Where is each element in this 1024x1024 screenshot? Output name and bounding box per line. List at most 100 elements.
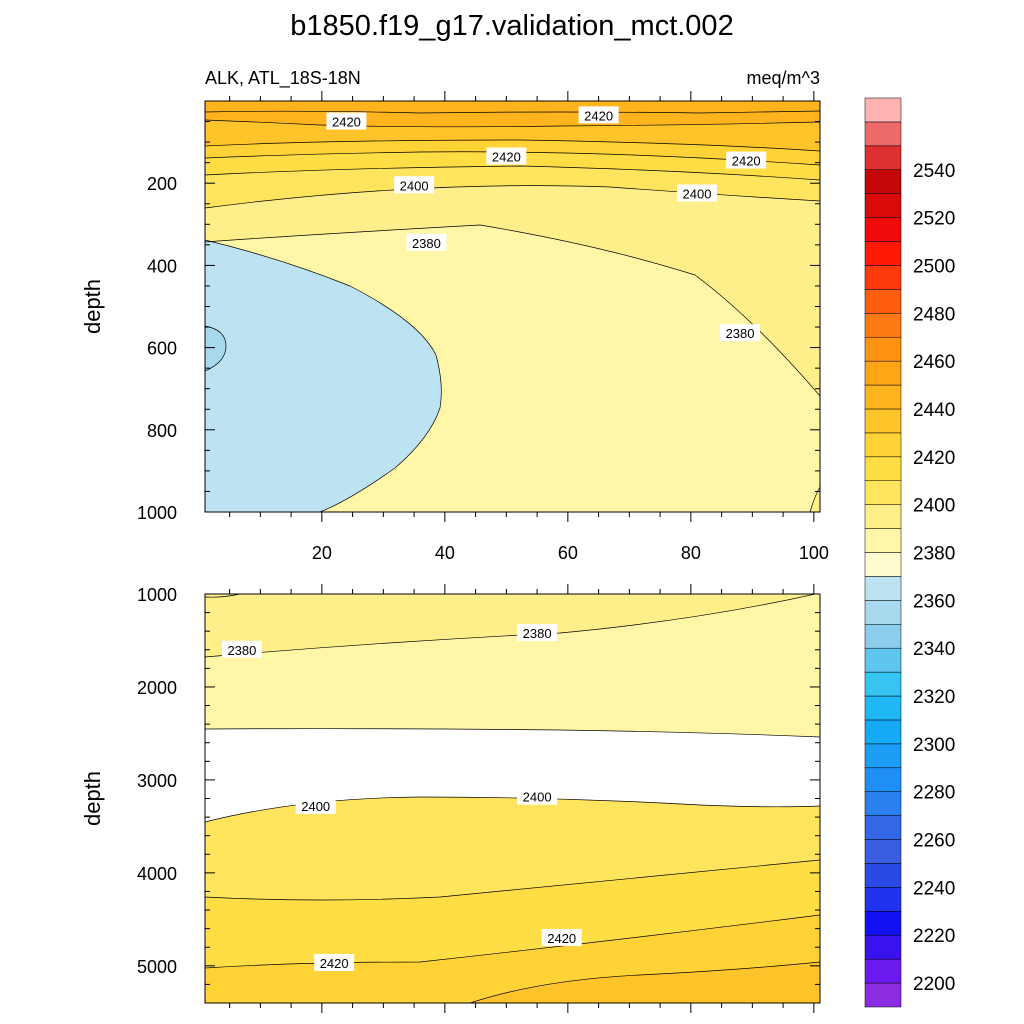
colorbar-box <box>864 169 902 194</box>
colorbar-label: 2200 <box>913 974 955 995</box>
colorbar-label: 2400 <box>913 496 955 517</box>
colorbar-label: 2420 <box>913 448 955 469</box>
y-tick-label: 800 <box>147 421 177 441</box>
colorbar-box <box>864 887 902 912</box>
colorbar-label: 2540 <box>913 161 955 182</box>
colorbar-box <box>864 528 902 553</box>
contour-line <box>205 110 820 114</box>
contour-line <box>205 151 820 166</box>
contour-label-bg <box>541 928 582 946</box>
colorbar-box <box>864 193 902 218</box>
contour-line <box>205 185 820 209</box>
colorbar-box <box>864 265 902 290</box>
contour-label: 2420 <box>326 112 367 130</box>
contour-label-text: 2400 <box>683 186 712 201</box>
contour-label: 2380 <box>406 233 447 251</box>
subtitle-left: ALK, ATL_18S-18N <box>205 68 361 89</box>
x-tick-label: 80 <box>681 543 701 563</box>
contour-line <box>205 859 820 901</box>
contour-label: 2380 <box>221 640 262 658</box>
colorbar-box <box>864 958 902 984</box>
colorbar-box <box>864 289 902 314</box>
colorbar-box <box>864 647 902 673</box>
colorbar-box <box>864 552 902 577</box>
contour-line <box>205 914 820 969</box>
contour-label-text: 2420 <box>732 154 761 169</box>
contour-line <box>205 325 227 372</box>
contour-line <box>205 119 820 128</box>
contour-label-bg <box>221 640 262 658</box>
contour-line <box>469 961 820 1003</box>
contour-line <box>205 139 820 152</box>
colorbar-box <box>864 241 902 266</box>
contour-label-bg <box>726 151 767 169</box>
contour-label: 2380 <box>517 624 558 642</box>
colorbar-label: 2500 <box>913 256 955 277</box>
y-tick-label: 2000 <box>137 678 177 698</box>
contour-label-bg <box>578 106 619 124</box>
x-tick-label: 40 <box>435 543 455 563</box>
y-tick-label: 1000 <box>137 585 177 605</box>
x-tick-label: 20 <box>312 543 332 563</box>
x-tick-label: 60 <box>558 543 578 563</box>
colorbar-box <box>864 313 902 338</box>
contour-label: 2420 <box>726 151 767 169</box>
contour-fill-region <box>205 594 820 657</box>
contour-label-bg <box>406 233 447 251</box>
colorbar-box <box>864 791 902 816</box>
colorbar-box <box>864 671 902 697</box>
colorbar-label: 2480 <box>913 304 955 325</box>
contour-fill-region <box>205 101 820 127</box>
contour-label-text: 2420 <box>320 956 349 971</box>
colorbar-box <box>864 911 902 936</box>
colorbar-label: 2440 <box>913 400 955 421</box>
colorbar-box <box>864 576 902 601</box>
colorbar-box <box>864 336 902 362</box>
contour-label-text: 2420 <box>332 115 361 130</box>
contour-line <box>205 165 820 181</box>
upper-panel: 200 400 600 800 1000 20 40 60 80 100 depth 2420 2420… <box>80 91 829 563</box>
contour-label: 2400 <box>394 176 435 194</box>
colorbar-box <box>864 839 902 864</box>
contour-fill-region <box>205 240 442 512</box>
colorbar-box <box>864 360 902 386</box>
contour-label-text: 2420 <box>584 108 613 123</box>
contour-label: 2400 <box>295 796 336 814</box>
contour-line <box>205 594 818 658</box>
contour-label-bg <box>720 324 761 342</box>
colorbar-box <box>864 624 902 649</box>
y-tick-label: 1000 <box>137 503 177 523</box>
colorbar-box <box>864 480 902 505</box>
contour-label: 2400 <box>517 787 558 805</box>
contour-fill-region <box>205 101 820 512</box>
colorbar-box <box>864 600 902 625</box>
chart-title: b1850.f19_g17.validation_mct.002 <box>290 10 733 42</box>
contour-label-text: 2420 <box>547 931 576 946</box>
contour-label-bg <box>486 147 527 165</box>
contour-label-bg <box>517 624 558 642</box>
contour-fills <box>205 594 820 1003</box>
colorbar-label: 2460 <box>913 352 955 373</box>
contour-label-text: 2400 <box>301 799 330 814</box>
colorbar-label: 2360 <box>913 591 955 612</box>
y-tick-label: 4000 <box>137 864 177 884</box>
colorbar-box <box>864 456 902 481</box>
colorbar-box <box>864 504 902 529</box>
lower-panel: 1000 2000 3000 4000 5000 depth 2380 2380 2400 240… <box>80 584 821 1013</box>
colorbar-box <box>864 695 902 721</box>
contour-label-text: 2380 <box>227 643 256 658</box>
colorbar-box <box>864 384 902 410</box>
colorbar-label: 2240 <box>913 878 955 899</box>
colorbar-box <box>864 97 902 123</box>
y-tick-label: 400 <box>147 256 177 276</box>
contour-label: 2420 <box>486 147 527 165</box>
y-tick-label: 3000 <box>137 771 177 791</box>
contour-label-bg <box>314 954 355 972</box>
colorbar-box <box>864 217 902 242</box>
contour-label-bg <box>517 787 558 805</box>
contour-label-text: 2400 <box>400 178 429 193</box>
colorbar-box <box>864 121 902 147</box>
contour-line <box>205 224 820 397</box>
contour-lines <box>205 110 820 512</box>
